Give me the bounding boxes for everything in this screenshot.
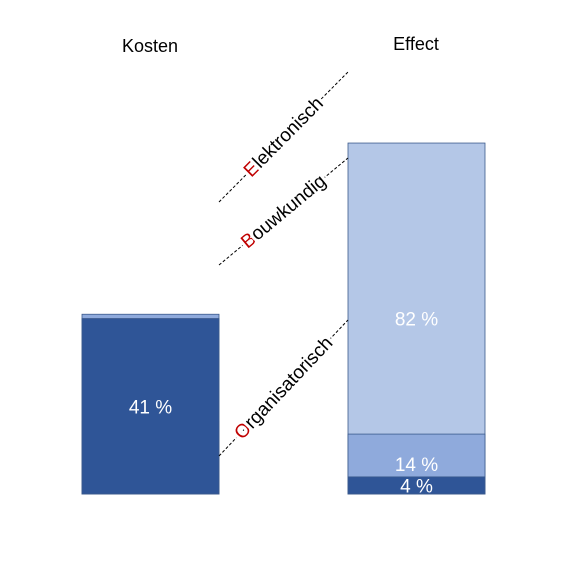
bars-group: 17 %42 %41 %82 %14 %4 % bbox=[81, 142, 486, 497]
data-label-effect-organisatorisch: 82 % bbox=[395, 310, 438, 331]
bar-segment-kosten-elektronisch bbox=[81, 318, 220, 495]
connector-elektronisch bbox=[218, 71, 349, 203]
connector-bouwkundig bbox=[218, 157, 349, 266]
category-label-bouwkundig: Bouwkundig bbox=[237, 170, 330, 252]
category-label-rest: ouwkundig bbox=[247, 170, 330, 244]
category-label-rest: rganisatorisch bbox=[240, 333, 337, 433]
category-label-organisatorisch: Organisatorisch bbox=[230, 333, 337, 444]
data-label-effect-bouwkundig: 14 % bbox=[395, 455, 438, 476]
connector-lines bbox=[218, 71, 349, 457]
bar-title-kosten: Kosten bbox=[122, 36, 178, 56]
data-label-kosten-elektronisch: 41 % bbox=[129, 397, 172, 418]
category-label-elektronisch: Elektronisch bbox=[240, 93, 328, 181]
category-label-rest: lektronisch bbox=[249, 93, 328, 172]
connector-organisatorisch bbox=[218, 319, 349, 457]
data-label-effect-elektronisch: 4 % bbox=[400, 476, 433, 497]
bar-title-effect: Effect bbox=[393, 34, 439, 54]
bar-segment-effect-elektronisch bbox=[347, 476, 486, 495]
